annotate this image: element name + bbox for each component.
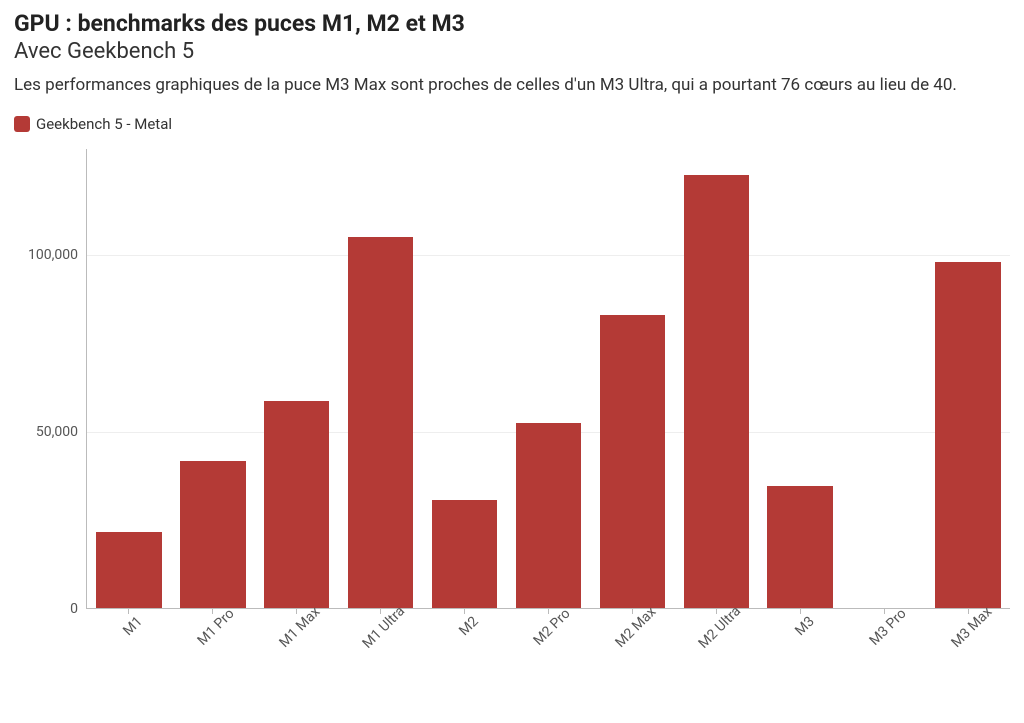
bar-slot <box>674 149 758 608</box>
bar-slot <box>590 149 674 608</box>
x-tick-mark <box>212 609 213 614</box>
legend-label: Geekbench 5 - Metal <box>36 115 172 133</box>
bar-slot <box>842 149 926 608</box>
x-label-slot: M3 Max <box>926 614 1010 684</box>
x-label-slot: M1 Pro <box>170 614 254 684</box>
y-tick-label: 50,000 <box>18 424 78 440</box>
x-tick-mark <box>884 609 885 614</box>
bar <box>264 401 329 608</box>
y-tick-label: 0 <box>18 601 78 617</box>
bar <box>348 237 413 608</box>
x-tick-label: M2 <box>456 614 482 640</box>
bar <box>432 500 497 608</box>
chart-title: GPU : benchmarks des puces M1, M2 et M3 <box>14 10 1010 37</box>
x-tick-mark <box>800 609 801 614</box>
bar-slot <box>339 149 423 608</box>
bar-chart: 050,000100,000 M1M1 ProM1 MaxM1 UltraM2M… <box>14 149 1010 689</box>
y-tick-label: 100,000 <box>18 247 78 263</box>
x-label-slot: M1 Max <box>254 614 338 684</box>
x-label-slot: M2 <box>422 614 506 684</box>
bar-slot <box>507 149 591 608</box>
x-tick-label: M3 Max <box>948 604 995 651</box>
x-label-slot: M2 Ultra <box>674 614 758 684</box>
bars-container <box>87 149 1010 608</box>
bar <box>684 175 749 608</box>
x-label-slot: M2 Max <box>590 614 674 684</box>
y-axis: 050,000100,000 <box>14 149 84 609</box>
bar <box>96 532 161 608</box>
x-tick-mark <box>632 609 633 614</box>
x-tick-mark <box>128 609 129 614</box>
x-tick-label: M1 Max <box>276 604 323 651</box>
x-tick-mark <box>464 609 465 614</box>
legend-swatch <box>14 116 30 132</box>
bar-slot <box>758 149 842 608</box>
x-tick-label: M2 Pro <box>530 606 573 649</box>
legend: Geekbench 5 - Metal <box>14 115 1010 133</box>
x-tick-mark <box>548 609 549 614</box>
x-tick-mark <box>296 609 297 614</box>
x-tick-label: M2 Ultra <box>695 603 744 652</box>
x-tick-label: M1 Pro <box>194 606 237 649</box>
x-tick-label: M1 Ultra <box>359 603 408 652</box>
bar-slot <box>87 149 171 608</box>
x-tick-mark <box>716 609 717 614</box>
bar <box>935 262 1000 608</box>
bar-slot <box>926 149 1010 608</box>
x-tick-mark <box>968 609 969 614</box>
x-tick-label: M1 <box>120 614 146 640</box>
bar <box>180 461 245 608</box>
x-label-slot: M1 <box>86 614 170 684</box>
bar-slot <box>255 149 339 608</box>
bar <box>600 315 665 608</box>
x-label-slot: M2 Pro <box>506 614 590 684</box>
chart-description: Les performances graphiques de la puce M… <box>14 74 994 97</box>
x-label-slot: M3 Pro <box>842 614 926 684</box>
x-tick-mark <box>380 609 381 614</box>
x-tick-label: M2 Max <box>612 604 659 651</box>
x-tick-label: M3 <box>792 614 818 640</box>
x-tick-label: M3 Pro <box>866 606 909 649</box>
bar-slot <box>423 149 507 608</box>
plot-area <box>86 149 1010 609</box>
chart-subtitle: Avec Geekbench 5 <box>14 39 1010 64</box>
x-label-slot: M3 <box>758 614 842 684</box>
bar <box>767 486 832 608</box>
bar-slot <box>171 149 255 608</box>
x-label-slot: M1 Ultra <box>338 614 422 684</box>
bar <box>516 423 581 608</box>
x-axis: M1 M1 ProM1 MaxM1 Ultra M2 M2 ProM2 MaxM2 U… <box>86 614 1010 684</box>
